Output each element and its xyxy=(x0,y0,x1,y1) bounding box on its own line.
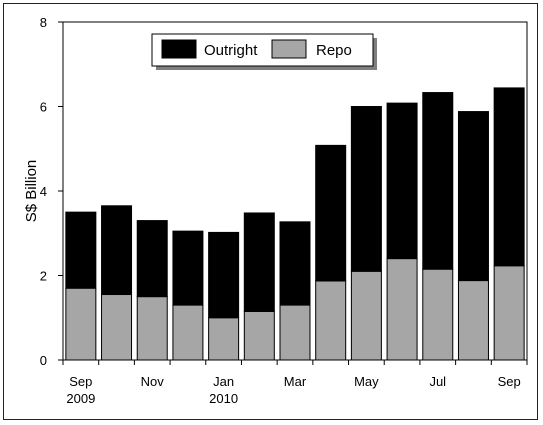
bar-repo-9 xyxy=(386,258,418,361)
chart-frame xyxy=(3,3,538,420)
y-tick-label-4: 4 xyxy=(40,184,47,199)
bar-repo-1 xyxy=(101,294,133,361)
legend: Outright Repo xyxy=(151,33,377,70)
x-axis: Sep 2009 Nov Jan 2010 Mar May Jul Sep xyxy=(62,360,528,406)
bar-outright-0 xyxy=(65,211,97,289)
bar-outright-6 xyxy=(279,221,311,306)
x-tick-label-mar-6: Mar xyxy=(284,374,307,389)
x-tick-label-nov-2: Nov xyxy=(141,374,165,389)
x-tick-year-2010: 2010 xyxy=(209,391,238,406)
bar-repo-2 xyxy=(136,296,168,361)
bar-repo-12 xyxy=(493,265,525,361)
legend-swatch-outright xyxy=(161,39,197,59)
y-tick-label-8: 8 xyxy=(40,15,47,30)
bar-outright-9 xyxy=(386,102,418,260)
bar-repo-0 xyxy=(65,287,97,361)
bar-outright-1 xyxy=(101,205,133,296)
bar-repo-10 xyxy=(422,268,454,361)
bar-repo-4 xyxy=(208,317,240,361)
bar-repo-3 xyxy=(172,304,204,361)
bar-outright-4 xyxy=(208,231,240,319)
y-axis-title: S$ Billion xyxy=(23,160,40,223)
bar-outright-11 xyxy=(457,111,489,282)
bar-outright-8 xyxy=(350,106,382,272)
bar-repo-6 xyxy=(279,304,311,361)
bar-repo-11 xyxy=(457,280,489,361)
legend-label-repo: Repo xyxy=(316,42,352,59)
y-axis: 0 2 4 6 8 xyxy=(40,15,63,368)
x-tick-label-sep-0: Sep xyxy=(69,374,92,389)
x-tick-label-sep-12: Sep xyxy=(498,374,521,389)
x-tick-label-may-8: May xyxy=(354,374,379,389)
bar-outright-7 xyxy=(315,144,347,282)
bars-layer xyxy=(65,87,525,361)
bar-outright-10 xyxy=(422,92,454,270)
x-tick-year-2009: 2009 xyxy=(66,391,95,406)
y-tick-label-2: 2 xyxy=(40,269,47,284)
bar-outright-5 xyxy=(243,212,275,312)
bar-repo-5 xyxy=(243,310,275,361)
bar-outright-12 xyxy=(493,87,525,267)
legend-swatch-repo xyxy=(271,39,307,59)
x-tick-label-jan-4: Jan xyxy=(213,374,234,389)
y-tick-label-6: 6 xyxy=(40,100,47,115)
bar-repo-8 xyxy=(350,270,382,361)
bar-repo-7 xyxy=(315,280,347,361)
x-tick-label-jul-10: Jul xyxy=(429,374,446,389)
legend-label-outright: Outright xyxy=(204,42,258,59)
bar-outright-3 xyxy=(172,230,204,306)
y-tick-label-0: 0 xyxy=(40,353,47,368)
bar-outright-2 xyxy=(136,220,168,298)
